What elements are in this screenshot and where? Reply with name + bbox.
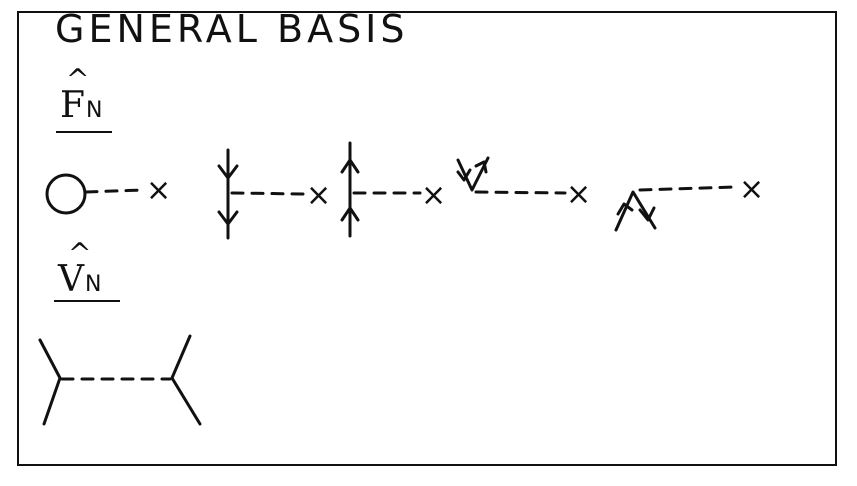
vn-operator-label: ^ VN xyxy=(58,240,102,300)
arrow-down-icon xyxy=(638,206,656,222)
vertex-cross: × xyxy=(421,178,446,213)
fn-underline xyxy=(56,131,112,133)
fn-hat: ^ xyxy=(66,63,90,96)
fn-operator-label: ^ FN xyxy=(60,66,103,126)
arrow-up-icon xyxy=(340,158,360,174)
diagram-up-line: × xyxy=(340,141,446,238)
arrow-down-icon xyxy=(217,164,239,180)
vn-hat: ^ xyxy=(68,237,92,270)
dashed-propagator xyxy=(84,188,145,194)
fermion-lines xyxy=(614,190,657,232)
vertex-cross: × xyxy=(146,173,171,208)
loop-circle xyxy=(45,173,87,215)
vn-underline xyxy=(54,300,120,302)
fn-subscript: N xyxy=(85,98,103,123)
diagram-loop: × xyxy=(45,173,171,215)
right-vertex-lines xyxy=(170,334,202,426)
vertex-cross: × xyxy=(566,177,591,212)
arrow-up-icon xyxy=(340,206,360,222)
vn-subscript: N xyxy=(85,272,102,297)
left-vertex-lines xyxy=(38,338,62,426)
fn-symbol: F xyxy=(60,85,85,126)
diagram-down-line: × xyxy=(217,148,331,240)
diagram-v-down: × xyxy=(614,172,764,232)
diagram-two-vertex xyxy=(38,334,202,426)
arrow-up-icon xyxy=(474,160,488,174)
vertex-cross: × xyxy=(306,178,331,213)
page-title: GENERAL BASIS xyxy=(55,7,409,51)
dashed-propagator xyxy=(230,191,307,196)
vn-symbol: V xyxy=(58,259,84,300)
arrow-down-icon xyxy=(456,168,472,182)
fermion-lines xyxy=(456,156,490,192)
arrow-up-icon xyxy=(616,202,634,216)
arrow-down-icon xyxy=(217,210,239,226)
whiteboard-frame xyxy=(17,11,837,466)
vertex-cross: × xyxy=(739,172,764,207)
dashed-propagator xyxy=(638,185,737,192)
dashed-propagator xyxy=(474,190,567,195)
diagram-v-up: × xyxy=(456,156,591,212)
